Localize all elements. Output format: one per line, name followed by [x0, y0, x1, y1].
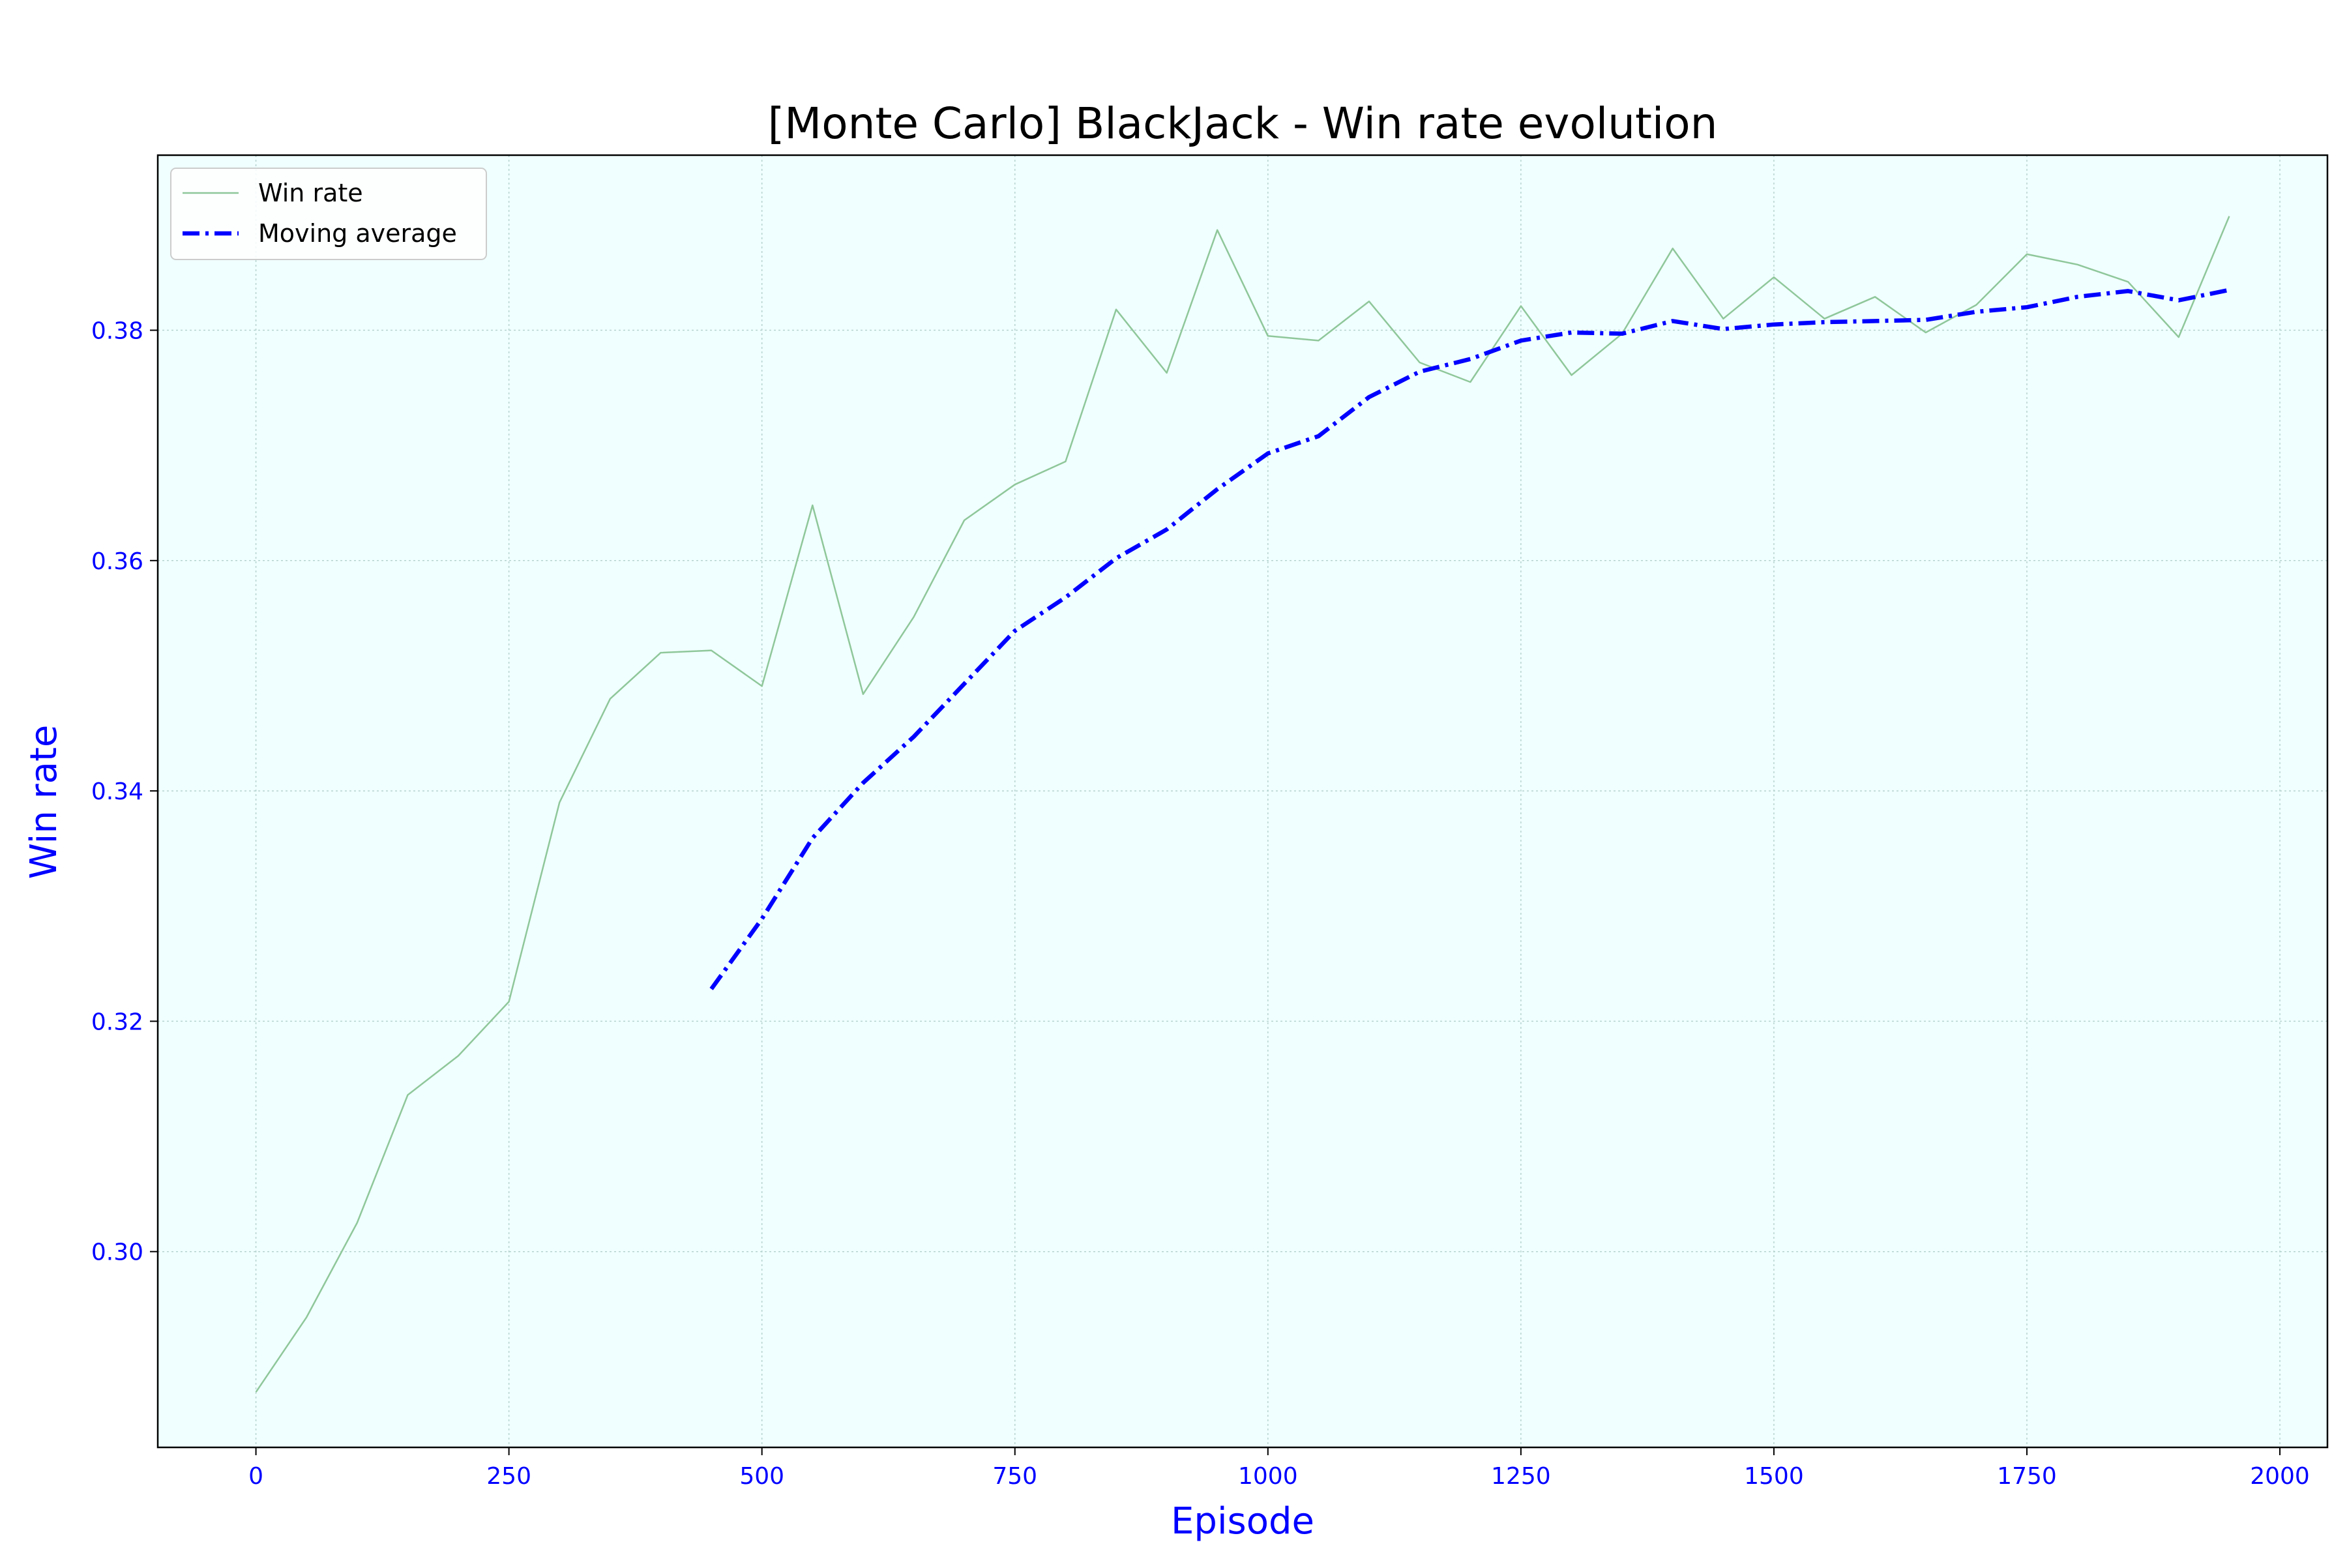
plot-area	[158, 155, 2327, 1447]
x-tick-label: 0	[248, 1463, 263, 1490]
x-axis-title: Episode	[1171, 1500, 1314, 1543]
x-axis-ticks: 0 250 500 750 1000 1250 1500 1750 2000	[248, 1447, 2310, 1490]
y-tick-label: 0.32	[91, 1009, 143, 1035]
plot-frame	[156, 154, 2329, 1449]
y-tick-label: 0.36	[91, 548, 143, 575]
legend: Win rate Moving average	[170, 168, 487, 260]
x-tick-label: 750	[992, 1463, 1037, 1490]
y-tick-label: 0.30	[91, 1239, 143, 1266]
legend-label-win-rate: Win rate	[258, 179, 363, 207]
x-tick-label: 1250	[1491, 1463, 1551, 1490]
y-axis-title: Win rate	[23, 725, 65, 880]
grid	[158, 155, 2327, 1447]
series-line-win-rate	[255, 216, 2230, 1393]
x-tick-label: 2000	[2250, 1463, 2310, 1490]
x-tick-label: 1750	[1997, 1463, 2057, 1490]
chart-title: [Monte Carlo] BlackJack - Win rate evolu…	[768, 98, 1718, 149]
x-tick-label: 1000	[1238, 1463, 1298, 1490]
x-tick-label: 1500	[1744, 1463, 1804, 1490]
x-tick-label: 250	[486, 1463, 531, 1490]
y-axis-ticks: 0.30 0.32 0.34 0.36 0.38	[91, 318, 158, 1266]
legend-label-moving-average: Moving average	[258, 219, 457, 248]
y-tick-label: 0.34	[91, 778, 143, 805]
series-line-moving-average	[709, 288, 2230, 990]
x-tick-label: 500	[739, 1463, 784, 1490]
y-tick-label: 0.38	[91, 318, 143, 345]
legend-box	[170, 168, 487, 260]
series	[255, 216, 2230, 1393]
